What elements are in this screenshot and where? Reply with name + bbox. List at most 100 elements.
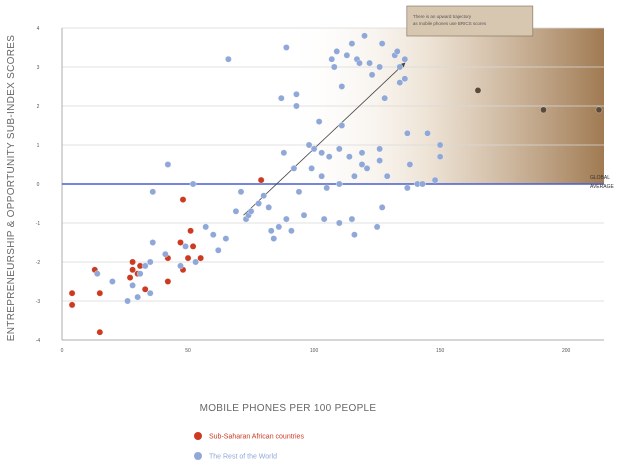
- point-rest-of-world: [348, 215, 356, 223]
- point-rest-of-world: [431, 176, 439, 184]
- point-rest-of-world: [162, 250, 169, 258]
- average-label: GLOBAL: [590, 175, 610, 181]
- point-rest-of-world: [192, 258, 199, 266]
- point-outlier: [595, 106, 603, 114]
- point-rest-of-world: [358, 149, 366, 157]
- point-rest-of-world: [280, 149, 288, 157]
- y-tick-label: -2: [36, 260, 41, 266]
- point-rest-of-world: [305, 141, 313, 149]
- legend: Sub-Saharan African countries The Rest of…: [194, 432, 304, 461]
- point-rest-of-world: [210, 231, 217, 238]
- point-sub-saharan: [257, 176, 265, 184]
- point-rest-of-world: [265, 204, 272, 211]
- point-rest-of-world: [260, 192, 267, 199]
- point-outlier: [540, 106, 547, 114]
- data-points: [68, 32, 603, 336]
- point-rest-of-world: [348, 40, 356, 47]
- point-rest-of-world: [378, 204, 386, 211]
- point-sub-saharan: [129, 266, 136, 274]
- y-tick-label: -4: [36, 338, 41, 344]
- y-tick-label: 4: [37, 26, 40, 32]
- point-rest-of-world: [338, 83, 346, 90]
- point-rest-of-world: [323, 184, 330, 192]
- point-rest-of-world: [225, 55, 232, 63]
- legend-swatch: [194, 452, 202, 460]
- legend-label: The Rest of the World: [209, 454, 277, 461]
- point-rest-of-world: [356, 59, 363, 67]
- point-rest-of-world: [401, 55, 409, 63]
- point-rest-of-world: [376, 63, 383, 71]
- point-sub-saharan: [68, 301, 76, 309]
- point-rest-of-world: [270, 235, 278, 242]
- point-rest-of-world: [381, 94, 388, 102]
- point-rest-of-world: [436, 141, 444, 149]
- x-tick-label: 100: [310, 348, 319, 354]
- point-rest-of-world: [283, 44, 290, 51]
- point-rest-of-world: [189, 180, 197, 188]
- point-rest-of-world: [237, 188, 245, 196]
- point-rest-of-world: [141, 262, 149, 270]
- point-rest-of-world: [318, 149, 325, 157]
- point-rest-of-world: [396, 63, 404, 71]
- x-tick-label: 200: [562, 348, 571, 354]
- point-rest-of-world: [164, 161, 172, 168]
- point-rest-of-world: [202, 223, 209, 231]
- point-rest-of-world: [255, 200, 262, 207]
- point-rest-of-world: [363, 165, 371, 172]
- point-rest-of-world: [376, 145, 383, 153]
- point-sub-saharan: [96, 289, 104, 297]
- point-rest-of-world: [149, 188, 157, 196]
- point-rest-of-world: [129, 282, 136, 289]
- point-rest-of-world: [300, 211, 308, 219]
- point-rest-of-world: [146, 289, 154, 297]
- point-rest-of-world: [338, 122, 346, 129]
- point-rest-of-world: [351, 172, 358, 180]
- x-axis-title: MOBILE PHONES PER 100 PEOPLE: [200, 403, 377, 414]
- point-rest-of-world: [320, 215, 328, 223]
- point-rest-of-world: [308, 165, 315, 172]
- point-sub-saharan: [177, 239, 184, 246]
- point-rest-of-world: [373, 223, 381, 231]
- point-rest-of-world: [336, 219, 343, 227]
- point-rest-of-world: [310, 145, 318, 153]
- point-rest-of-world: [293, 102, 300, 110]
- point-rest-of-world: [136, 270, 144, 277]
- point-rest-of-world: [378, 40, 386, 47]
- point-rest-of-world: [134, 293, 141, 301]
- y-tick-label: -1: [36, 221, 41, 227]
- trend-annotation: There is an upward trajectory as mobile p…: [243, 5, 534, 216]
- point-rest-of-world: [396, 79, 404, 86]
- point-rest-of-world: [404, 130, 411, 137]
- y-tick-label: 3: [37, 65, 40, 71]
- point-sub-saharan: [189, 243, 197, 250]
- point-rest-of-world: [222, 235, 230, 242]
- point-sub-saharan: [129, 258, 136, 266]
- point-rest-of-world: [383, 172, 391, 180]
- y-tick-label: -3: [36, 299, 41, 305]
- point-rest-of-world: [315, 118, 323, 125]
- point-rest-of-world: [124, 297, 131, 305]
- legend-swatch: [194, 432, 202, 440]
- point-rest-of-world: [146, 258, 154, 266]
- point-rest-of-world: [404, 184, 411, 192]
- point-rest-of-world: [149, 239, 157, 246]
- annotation-text: There is an upward trajectory: [413, 14, 472, 19]
- point-rest-of-world: [94, 270, 101, 277]
- point-rest-of-world: [293, 91, 300, 98]
- point-rest-of-world: [424, 130, 431, 137]
- point-rest-of-world: [401, 75, 409, 82]
- point-rest-of-world: [358, 161, 366, 168]
- point-rest-of-world: [336, 145, 343, 153]
- point-rest-of-world: [215, 247, 222, 254]
- point-rest-of-world: [177, 262, 184, 270]
- point-rest-of-world: [419, 180, 426, 188]
- trend-arrow: [243, 62, 406, 216]
- point-sub-saharan: [184, 254, 192, 262]
- y-tick-label: 1: [37, 143, 40, 149]
- tick-labels: 4 3 2 1 0 -1 -2 -3 -4 0 50 100 150 200: [36, 26, 571, 354]
- point-rest-of-world: [436, 153, 444, 160]
- y-axis-title: ENTREPRENEURSHIP & OPPORTUNITY SUB-INDEX…: [6, 35, 17, 341]
- point-rest-of-world: [325, 153, 333, 160]
- x-tick-label: 0: [61, 348, 64, 354]
